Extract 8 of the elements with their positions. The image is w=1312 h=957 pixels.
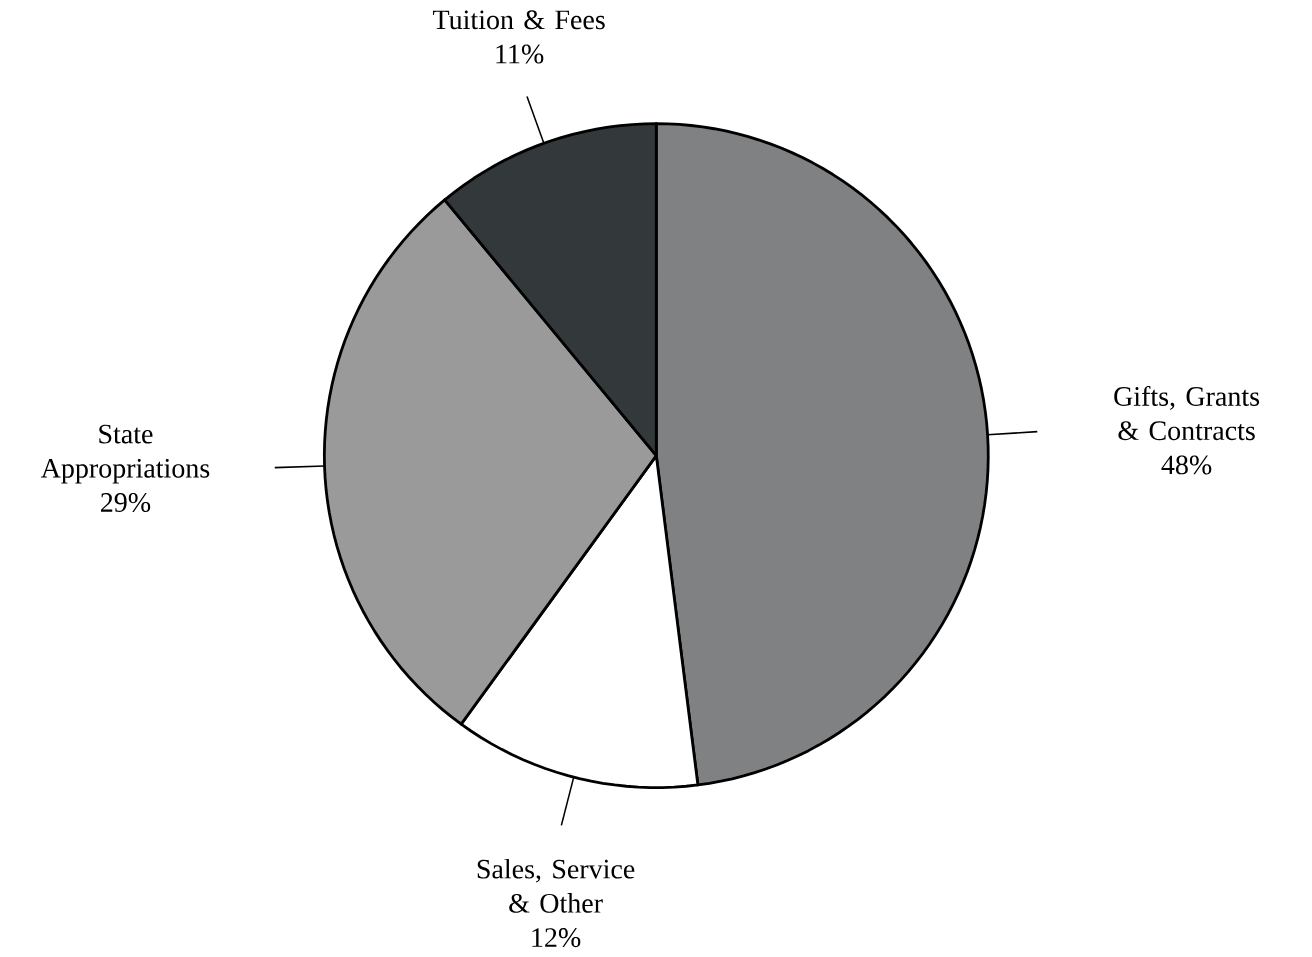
legend-label: State Appropriations	[40, 424, 210, 484]
data-label: 29%	[101, 492, 151, 512]
data-label: 48%	[1161, 455, 1212, 475]
slice-label: Sales, Service & Other	[477, 858, 635, 913]
slice-label: Tuition & Fees	[432, 10, 605, 30]
data-label: 12%	[532, 927, 581, 947]
slice-label: Gifts, Grants & Contracts	[1114, 385, 1260, 440]
data-label: 11%	[496, 44, 544, 64]
